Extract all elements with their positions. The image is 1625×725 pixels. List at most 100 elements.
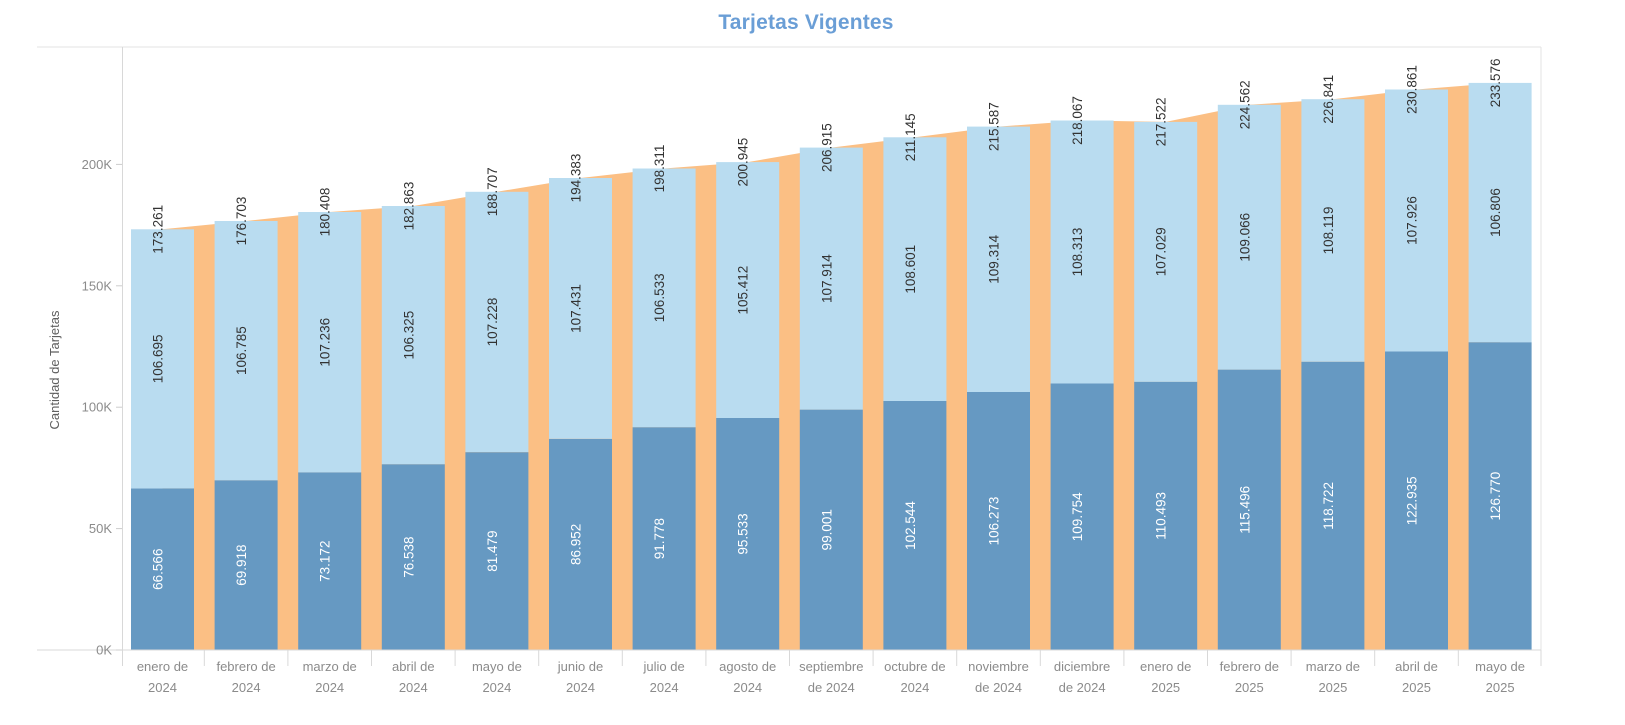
bar-segment-bottom[interactable] [1385,351,1448,651]
month-label: octubre de [884,659,945,674]
total-label: 200.945 [736,138,751,187]
chart-title: Tarjetas Vigentes [718,11,894,34]
labels-layer: 173.261 106.695 66.566 enero de 2024 176.703 1… [82,58,1525,695]
bar-segment-top[interactable] [1217,104,1281,370]
segment-label-top: 107.431 [569,284,584,333]
bar-segment-top[interactable] [1385,89,1448,352]
segment-label-bottom: 106.273 [987,497,1002,546]
segment-label-bottom: 73.172 [318,541,333,582]
segment-label-top: 106.325 [401,311,416,360]
segment-label-bottom: 86.952 [569,524,584,565]
y-tick-label: 50K [89,521,112,536]
segment-label-bottom: 66.566 [151,549,166,590]
segment-label-top: 108.601 [903,245,918,294]
month-label: noviembre [968,659,1029,674]
total-label: 224.562 [1237,80,1252,129]
total-label: 217.522 [1154,97,1169,146]
bar-segment-top[interactable] [1301,99,1365,362]
bar-segment-bottom[interactable] [214,480,278,650]
bar-segment-top[interactable] [465,191,529,453]
axes-layer [37,46,1542,666]
segment-label-top: 107.228 [485,298,500,347]
segment-label-bottom: 76.538 [401,536,416,577]
segment-label-top: 106.695 [151,334,166,383]
month-label: febrero de [216,659,275,674]
bar-segment-top[interactable] [967,126,1030,392]
bar-segment-bottom[interactable] [1468,342,1532,650]
y-tick-label: 0K [96,643,112,658]
bar-segment-bottom[interactable] [883,401,947,650]
total-label: 188.707 [485,167,500,216]
bar-segment-top[interactable] [298,212,362,473]
month-label: 2024 [482,680,511,695]
month-label: julio de [642,659,684,674]
segment-label-bottom: 122.935 [1405,476,1420,525]
segment-label-bottom: 69.918 [234,544,249,585]
bar-segment-top[interactable] [381,206,445,465]
segment-label-top: 109.066 [1237,213,1252,262]
bar-segment-bottom[interactable] [298,472,362,650]
month-label: marzo de [303,659,357,674]
bar-segment-top[interactable] [549,178,612,439]
bar-segment-top[interactable] [716,162,780,418]
bar-segment-top[interactable] [883,137,947,402]
segment-label-top: 108.119 [1321,207,1336,255]
bar-segment-bottom[interactable] [465,452,529,650]
bar-segment-bottom[interactable] [632,427,696,650]
month-label: abril de [1395,659,1438,674]
bar-segment-top[interactable] [1050,120,1114,384]
segment-label-top: 107.029 [1154,227,1169,276]
bar-segment-bottom[interactable] [1217,369,1281,650]
segment-label-bottom: 110.493 [1154,492,1169,540]
segment-label-bottom: 81.479 [485,530,500,571]
segment-label-bottom: 109.754 [1070,492,1085,541]
bar-segment-top[interactable] [1468,82,1532,343]
month-label: 2025 [1235,680,1264,695]
bar-segment-bottom[interactable] [716,418,780,650]
y-tick-label: 100K [82,400,113,415]
total-label: 215.587 [987,102,1002,151]
month-label: 2024 [566,680,595,695]
bar-segment-bottom[interactable] [1134,381,1198,650]
segment-label-bottom: 91.778 [652,518,667,559]
bar-segment-top[interactable] [214,221,278,481]
segment-label-top: 109.314 [987,234,1002,283]
month-label: enero de [137,659,188,674]
month-label: abril de [392,659,435,674]
month-label: de 2024 [975,680,1022,695]
segment-label-top: 108.313 [1070,228,1085,277]
month-label: 2025 [1318,680,1347,695]
bar-segment-top[interactable] [632,168,696,428]
month-label: 2025 [1402,680,1431,695]
month-label: 2024 [733,680,762,695]
month-label: mayo de [472,659,522,674]
bar-segment-bottom[interactable] [967,392,1030,650]
bar-segment-top[interactable] [131,229,194,489]
segment-label-bottom: 115.496 [1237,486,1252,534]
segment-label-top: 106.533 [652,273,667,322]
bar-segment-bottom[interactable] [1301,361,1365,650]
month-label: enero de [1140,659,1191,674]
total-label: 233.576 [1488,58,1503,107]
total-label: 226.841 [1321,75,1336,124]
bar-segment-bottom[interactable] [131,488,194,650]
month-label: 2025 [1151,680,1180,695]
segment-label-top: 106.806 [1488,188,1503,237]
bar-segment-top[interactable] [799,147,863,410]
month-label: 2024 [399,680,428,695]
month-label: 2024 [232,680,261,695]
month-label: agosto de [719,659,776,674]
month-label: de 2024 [1059,680,1106,695]
segment-label-bottom: 95.533 [736,513,751,554]
bar-segment-bottom[interactable] [799,409,863,650]
bar-segment-top[interactable] [1134,121,1198,382]
bar-segment-bottom[interactable] [1050,383,1114,651]
total-label: 180.408 [318,188,333,237]
segment-label-bottom: 102.544 [903,501,918,550]
y-tick-label: 200K [82,157,113,172]
bar-segment-bottom[interactable] [549,438,612,650]
bar-segment-bottom[interactable] [381,464,445,650]
segment-label-bottom: 118.722 [1321,482,1336,530]
